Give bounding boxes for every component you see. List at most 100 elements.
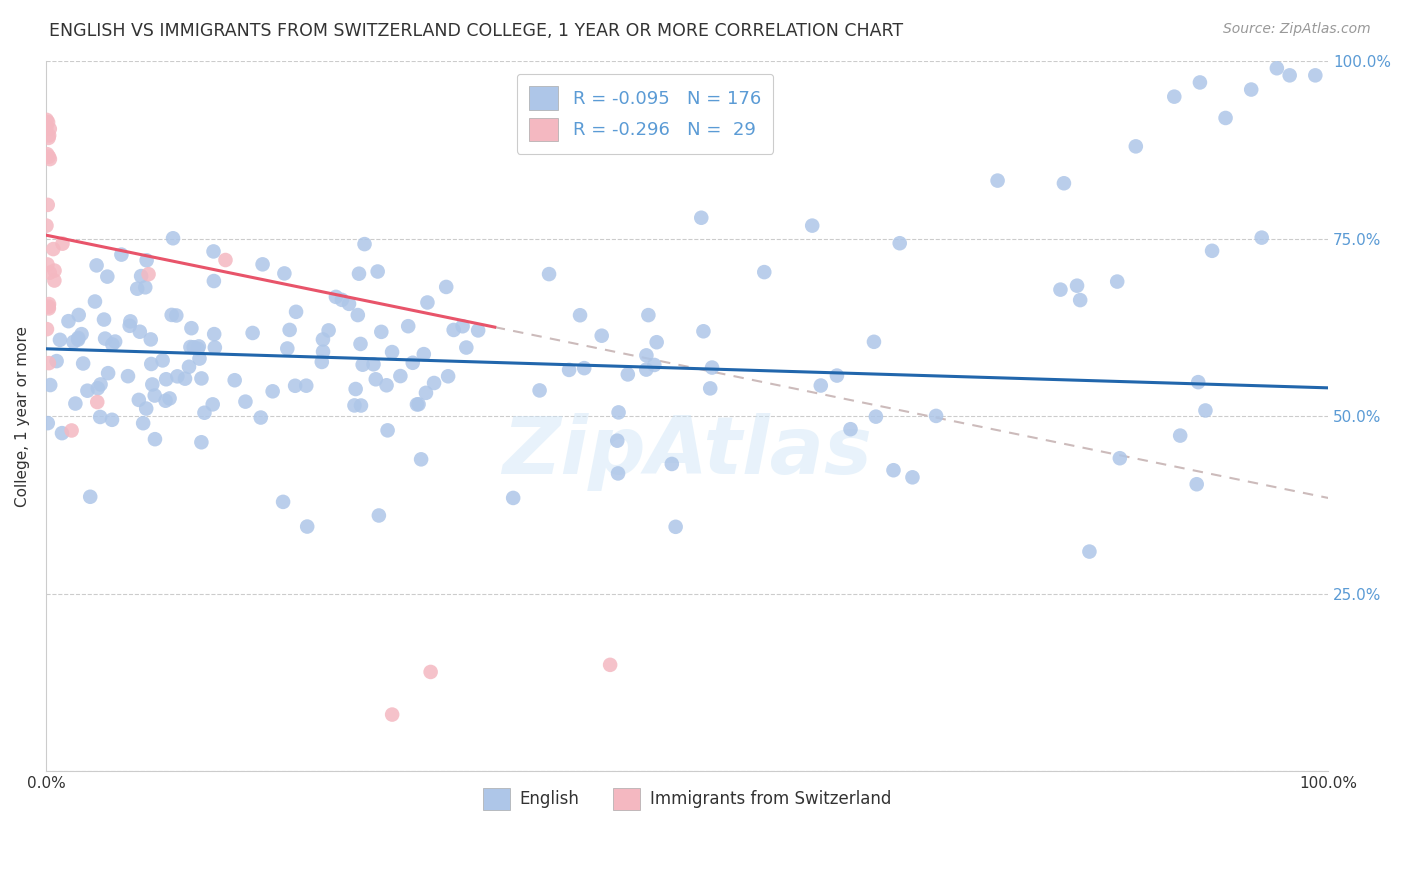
Point [65, 396, 87, 410]
Point [377, 423, 399, 437]
Point [45, 354, 67, 368]
Point [1078, 544, 1101, 558]
Point [37, 416, 59, 430]
Point [188, 351, 211, 366]
Point [665, 520, 688, 534]
Point [62, 334, 84, 349]
Point [607, 467, 630, 481]
Point [276, 342, 298, 356]
Point [58, 314, 80, 328]
Point [865, 409, 887, 424]
Point [38, 266, 60, 280]
Point [278, 323, 301, 337]
Point [637, 308, 659, 322]
Point [37, 115, 59, 129]
Point [337, 297, 360, 311]
Point [502, 491, 524, 505]
Point [863, 334, 886, 349]
Point [1185, 477, 1208, 491]
Point [180, 321, 202, 335]
Point [285, 305, 308, 319]
Point [1188, 75, 1211, 89]
Point [177, 359, 200, 374]
Point [132, 416, 155, 430]
Point [437, 369, 460, 384]
Point [187, 342, 209, 356]
Point [574, 361, 596, 376]
Point [312, 344, 335, 359]
Point [1265, 62, 1288, 76]
Point [839, 422, 862, 436]
Point [636, 348, 658, 362]
Point [363, 357, 385, 371]
Point [412, 347, 434, 361]
Y-axis label: College, 1 year or more: College, 1 year or more [15, 326, 30, 507]
Point [90, 377, 112, 392]
Point [35, 322, 58, 336]
Point [364, 372, 387, 386]
Point [318, 323, 340, 337]
Point [155, 393, 177, 408]
Point [1049, 283, 1071, 297]
Point [271, 495, 294, 509]
Point [110, 247, 132, 261]
Point [346, 308, 368, 322]
Point [49, 333, 72, 347]
Point [367, 508, 389, 523]
Point [344, 382, 367, 396]
Point [187, 339, 209, 353]
Point [165, 309, 187, 323]
Point [141, 357, 163, 371]
Point [242, 326, 264, 340]
Point [252, 257, 274, 271]
Point [139, 333, 162, 347]
Point [529, 384, 551, 398]
Point [353, 237, 375, 252]
Point [1108, 451, 1130, 466]
Point [1069, 293, 1091, 307]
Point [37, 198, 59, 212]
Point [174, 372, 197, 386]
Point [569, 308, 592, 322]
Point [35, 120, 58, 135]
Point [96, 269, 118, 284]
Point [93, 312, 115, 326]
Text: ENGLISH VS IMMIGRANTS FROM SWITZERLAND COLLEGE, 1 YEAR OR MORE CORRELATION CHART: ENGLISH VS IMMIGRANTS FROM SWITZERLAND C… [49, 22, 903, 40]
Point [416, 295, 439, 310]
Point [76, 384, 98, 398]
Point [179, 340, 201, 354]
Point [901, 470, 924, 484]
Point [155, 372, 177, 386]
Point [141, 377, 163, 392]
Point [101, 337, 124, 351]
Point [1053, 176, 1076, 190]
Point [134, 280, 156, 294]
Point [456, 341, 478, 355]
Point [330, 293, 353, 307]
Point [408, 397, 430, 411]
Point [249, 410, 271, 425]
Point [128, 392, 150, 407]
Point [273, 267, 295, 281]
Point [406, 397, 429, 411]
Point [810, 378, 832, 392]
Point [72, 357, 94, 371]
Point [1194, 403, 1216, 417]
Point [617, 368, 640, 382]
Point [202, 244, 225, 259]
Point [135, 253, 157, 268]
Point [599, 657, 621, 672]
Point [1107, 275, 1129, 289]
Point [118, 318, 141, 333]
Point [889, 236, 911, 251]
Point [754, 265, 776, 279]
Point [1187, 375, 1209, 389]
Point [190, 371, 212, 385]
Point [35, 112, 58, 127]
Point [190, 435, 212, 450]
Point [295, 378, 318, 392]
Point [39, 378, 62, 392]
Point [347, 267, 370, 281]
Point [70, 327, 93, 342]
Point [1305, 68, 1327, 82]
